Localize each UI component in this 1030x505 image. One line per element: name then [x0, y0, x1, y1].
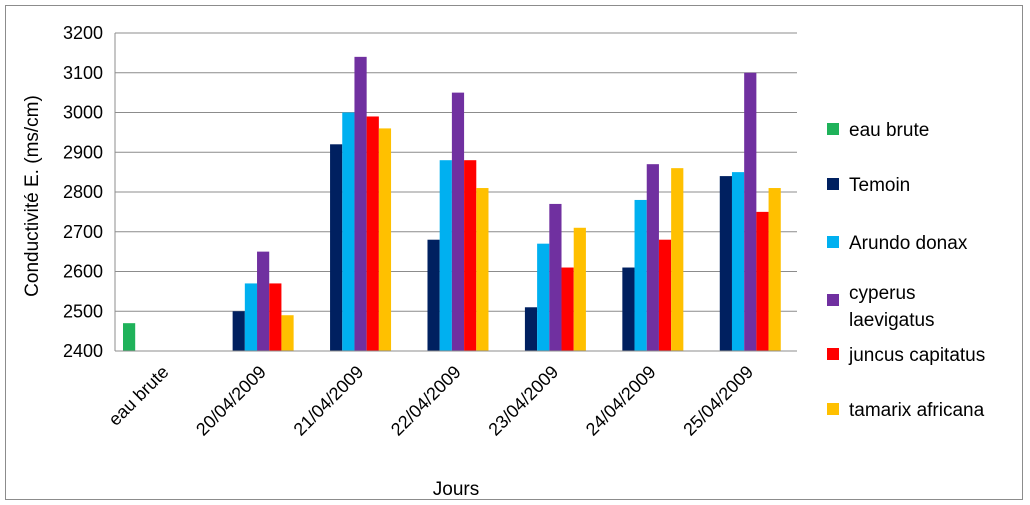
bar	[123, 323, 136, 351]
legend-swatch	[827, 403, 839, 415]
bar	[634, 199, 647, 351]
legend-label: Arundo donax	[849, 233, 968, 254]
x-tick-label: 24/04/2009	[582, 362, 660, 440]
legend-swatch	[827, 236, 839, 248]
bar	[573, 227, 586, 351]
y-tick-label: 2600	[63, 262, 103, 282]
legend-swatch	[827, 178, 839, 190]
bar	[658, 239, 672, 351]
y-tick-label: 2700	[63, 222, 103, 242]
bar	[768, 188, 781, 351]
x-axis-title: Jours	[433, 479, 479, 500]
x-tick-label: 25/04/2009	[679, 362, 757, 440]
legend-label: eau brute	[849, 120, 929, 141]
x-tick-label: 21/04/2009	[290, 362, 368, 440]
y-tick-label: 3200	[63, 23, 103, 43]
bar	[269, 283, 282, 351]
bar	[378, 128, 392, 351]
legend-swatch	[827, 123, 839, 135]
legend-label: juncus capitatus	[848, 345, 985, 366]
legend: eau brute Temoin Arundo donax cyperus laevig…	[827, 120, 985, 421]
bar	[561, 267, 574, 351]
bar	[281, 315, 294, 351]
y-tick-label: 2400	[63, 341, 103, 361]
legend-label: tamarix africana	[849, 400, 985, 421]
bar	[476, 188, 489, 351]
y-tick-labels: 2400 2500 2600 2700 2800 2900 3000 3100 3200	[63, 23, 103, 361]
bars	[123, 56, 781, 351]
bar	[524, 307, 538, 351]
x-tick-label: 20/04/2009	[192, 362, 270, 440]
x-tick-labels: eau brute 20/04/2009 21/04/2009 22/04/2009 2…	[105, 362, 757, 440]
bar	[671, 168, 684, 351]
y-tick-label: 2800	[63, 182, 103, 202]
bar	[354, 56, 367, 351]
bar	[744, 72, 757, 351]
y-axis-title: Conductivité E. (ms/cm)	[22, 95, 43, 297]
legend-label: cyperus laevigatus	[849, 283, 935, 331]
y-tick-label: 3000	[63, 103, 103, 123]
legend-swatch	[827, 294, 839, 306]
bar	[366, 116, 379, 351]
bar	[342, 112, 355, 351]
x-tick-label: 23/04/2009	[484, 362, 562, 440]
bar	[464, 160, 477, 351]
bar	[537, 243, 550, 351]
bar	[549, 203, 562, 351]
bar	[232, 311, 245, 351]
legend-swatch	[827, 348, 839, 360]
bar	[756, 211, 769, 351]
legend-label: Temoin	[849, 175, 910, 196]
x-tick-label: 22/04/2009	[387, 362, 465, 440]
bar	[731, 172, 745, 351]
bar	[427, 239, 440, 351]
bar	[439, 160, 452, 351]
chart-frame	[5, 5, 1023, 500]
bar	[622, 267, 635, 351]
bar	[451, 92, 465, 351]
axes	[114, 33, 797, 352]
bar	[719, 176, 732, 351]
y-tick-label: 2900	[63, 142, 103, 162]
y-tick-label: 2500	[63, 301, 103, 321]
bar	[330, 144, 343, 351]
bar	[646, 164, 659, 351]
bar	[244, 283, 258, 351]
bar	[257, 251, 270, 351]
y-tick-label: 3100	[63, 63, 103, 83]
x-tick-label: eau brute	[105, 362, 173, 430]
